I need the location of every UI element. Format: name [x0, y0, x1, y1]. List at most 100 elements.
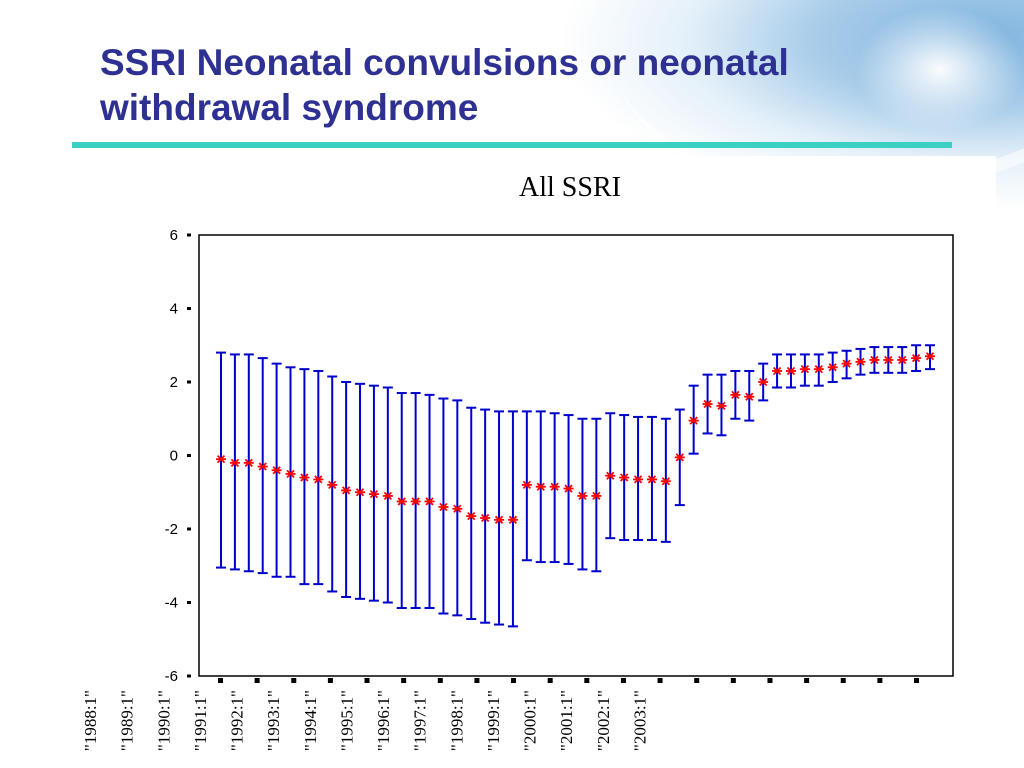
chart-panel: 6 4 2 0 -2 -4 -6 "1988:1" "1989:1" "1990:1" "1991:…	[0, 156, 996, 768]
data-point	[646, 475, 657, 484]
data-point	[841, 359, 852, 368]
x-tick-mark	[694, 678, 700, 683]
data-point	[730, 390, 741, 399]
data-point	[480, 513, 491, 523]
data-point	[535, 482, 546, 491]
y-tick-mark	[187, 307, 191, 310]
y-tick-label: -2	[165, 521, 178, 538]
x-tick-label: "1998:1"	[447, 690, 466, 751]
y-tick-mark	[187, 380, 191, 384]
x-tick-label: "1999:1"	[484, 690, 503, 751]
data-point	[438, 502, 449, 512]
data-point	[229, 458, 240, 467]
data-point	[271, 466, 282, 475]
x-tick-mark	[291, 678, 297, 683]
slide-title-line-2: withdrawal syndrome	[100, 87, 479, 128]
data-point	[883, 355, 894, 365]
data-point	[313, 475, 324, 484]
x-tick-label: "2000:1"	[521, 690, 540, 751]
x-tick-label: "1995:1"	[337, 690, 356, 751]
data-point	[869, 355, 880, 365]
data-point	[549, 482, 560, 491]
x-tick-mark	[840, 678, 846, 683]
data-point	[772, 366, 783, 376]
x-tick-mark	[327, 678, 333, 683]
x-tick-label: "1992:1"	[228, 690, 247, 751]
plot-frame	[198, 234, 954, 677]
x-tick-mark	[474, 678, 480, 683]
data-point	[396, 497, 407, 506]
data-point	[813, 365, 824, 374]
x-tick-mark	[584, 678, 590, 683]
data-point	[257, 462, 268, 471]
x-tick-mark	[914, 678, 919, 683]
data-point	[285, 469, 296, 479]
y-tick-mark	[187, 454, 191, 457]
data-point	[633, 475, 644, 484]
data-point	[299, 473, 310, 482]
y-tick-label: 0	[170, 448, 178, 465]
data-point	[563, 484, 574, 493]
data-point	[660, 477, 671, 486]
x-tick-mark	[657, 678, 663, 683]
x-tick-label: "1997:1"	[411, 690, 430, 751]
data-point	[855, 357, 866, 366]
y-tick-mark	[187, 601, 191, 604]
x-tick-label: "1993:1"	[264, 690, 283, 751]
data-point	[785, 366, 796, 376]
data-point	[688, 416, 699, 425]
data-point	[605, 471, 616, 480]
x-tick-mark	[511, 678, 517, 683]
y-tick-mark	[187, 233, 191, 237]
y-tick-mark	[187, 674, 191, 678]
data-point	[577, 491, 588, 501]
x-tick-label: "2003:1"	[630, 690, 649, 751]
data-point	[494, 515, 505, 524]
data-point	[716, 401, 727, 411]
data-point	[702, 399, 713, 409]
data-point	[452, 504, 463, 513]
title-divider	[72, 142, 952, 148]
y-tick-label: -4	[165, 595, 178, 612]
x-tick-label: "1991:1"	[191, 690, 210, 751]
chart-svg: 6 4 2 0 -2 -4 -6 "1988:1" "1989:1" "1990:1" "1991:…	[81, 227, 954, 751]
y-tick-label: 4	[170, 301, 178, 318]
x-tick-label: "1990:1"	[154, 690, 173, 751]
x-tick-mark	[364, 678, 370, 683]
data-point	[758, 377, 769, 387]
y-tick-label: 2	[170, 374, 178, 391]
x-tick-mark	[730, 678, 736, 683]
y-tick-mark	[187, 527, 191, 531]
x-tick-label: "2002:1"	[594, 690, 613, 751]
data-point	[619, 473, 630, 482]
data-point	[911, 353, 922, 363]
y-tick-label: -6	[165, 668, 178, 685]
data-point	[355, 488, 366, 497]
data-point	[466, 512, 477, 521]
slide-title: SSRI Neonatal convulsions or neonatal wi…	[100, 40, 900, 130]
data-point	[674, 453, 685, 462]
data-point	[827, 363, 838, 372]
data-point	[799, 365, 810, 374]
data-point	[341, 486, 352, 495]
x-tick-label: "1988:1"	[81, 690, 100, 751]
x-tick-mark	[218, 678, 223, 683]
x-tick-label: "1989:1"	[118, 690, 137, 751]
data-point	[521, 480, 532, 490]
chart-title: All SSRI	[519, 172, 621, 203]
data-point	[897, 355, 908, 365]
slide-title-line-1: SSRI Neonatal convulsions or neonatal	[100, 42, 789, 83]
x-tick-mark	[620, 678, 626, 683]
x-tick-label: "1996:1"	[374, 690, 393, 751]
data-point	[382, 491, 393, 501]
x-tick-mark	[254, 678, 260, 683]
x-tick-label: "1994:1"	[301, 690, 320, 751]
x-tick-mark	[804, 678, 810, 683]
data-point	[744, 392, 755, 401]
data-point	[368, 489, 379, 499]
data-point	[507, 515, 518, 524]
data-point	[216, 455, 226, 464]
data-point	[424, 497, 435, 506]
y-tick-label: 6	[170, 227, 178, 244]
x-tick-mark	[401, 678, 407, 683]
